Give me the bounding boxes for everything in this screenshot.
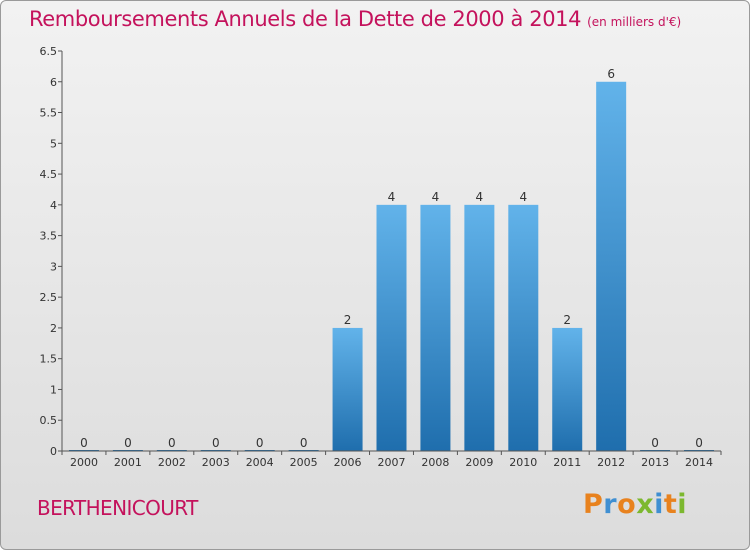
y-tick-label: 4 — [50, 199, 57, 212]
y-tick-label: 6.5 — [40, 45, 58, 58]
x-tick-label: 2014 — [685, 456, 713, 469]
y-tick-label: 6 — [50, 76, 57, 89]
y-tick-label: 1 — [50, 383, 57, 396]
chart-title-text: Remboursements Annuels de la Dette de 20… — [29, 7, 582, 31]
bar — [332, 327, 363, 451]
y-tick-label: 1.5 — [40, 353, 58, 366]
x-tick-label: 2001 — [114, 456, 142, 469]
x-tick-label: 2008 — [421, 456, 449, 469]
bar — [376, 204, 407, 451]
x-tick-label: 2004 — [246, 456, 274, 469]
y-tick-label: 5 — [50, 137, 57, 150]
y-tick-label: 5.5 — [40, 107, 58, 120]
logo-letter: i — [654, 489, 664, 520]
bar-value-label: 0 — [168, 436, 176, 450]
bar — [508, 204, 539, 451]
y-tick-label: 4.5 — [40, 168, 58, 181]
bar-value-label: 0 — [695, 436, 703, 450]
x-tick-label: 2003 — [202, 456, 230, 469]
logo-letter: r — [603, 489, 618, 520]
bar-value-label: 0 — [80, 436, 88, 450]
bar-value-label: 0 — [256, 436, 264, 450]
x-tick-label: 2009 — [465, 456, 493, 469]
bar — [464, 204, 495, 451]
y-axis: 0 0.5 1 1.5 2 2.5 3 3.5 4 4.5 5 5.5 6 6.5 — [40, 45, 63, 458]
x-tick-label: 2007 — [378, 456, 406, 469]
bar-value-label: 4 — [388, 190, 396, 204]
bar-value-label: 4 — [519, 190, 527, 204]
x-tick-label: 2010 — [509, 456, 537, 469]
logo-letter: P — [583, 489, 604, 520]
bar — [552, 327, 583, 451]
x-tick-label: 2002 — [158, 456, 186, 469]
bar-value-label: 0 — [651, 436, 659, 450]
y-tick-label: 2.5 — [40, 291, 58, 304]
y-tick-label: 3.5 — [40, 230, 58, 243]
x-tick-label: 2006 — [334, 456, 362, 469]
y-tick-label: 0 — [50, 445, 57, 458]
logo-letter: x — [636, 489, 655, 520]
x-tick-label: 2013 — [641, 456, 669, 469]
bar-value-label: 2 — [563, 313, 571, 327]
bars: 0 0 0 0 0 0 2 4 4 4 4 2 6 0 0 — [68, 67, 715, 452]
y-tick-label: 0.5 — [40, 414, 58, 427]
proxiti-logo[interactable]: Proxiti — [583, 489, 687, 520]
logo-letter: t — [663, 489, 678, 520]
bar — [420, 204, 451, 451]
logo-letter: i — [677, 489, 688, 520]
y-tick-label: 3 — [50, 260, 57, 273]
chart-title: Remboursements Annuels de la Dette de 20… — [29, 7, 681, 31]
x-tick-label: 2011 — [553, 456, 581, 469]
x-tick-label: 2005 — [290, 456, 318, 469]
logo-letter: o — [617, 489, 637, 520]
bar-value-label: 0 — [124, 436, 132, 450]
town-name: BERTHENICOURT — [37, 496, 198, 520]
bar-value-label: 6 — [607, 67, 615, 81]
bar-value-label: 0 — [300, 436, 308, 450]
bar-value-label: 2 — [344, 313, 352, 327]
chart-subtitle: (en milliers d'€) — [587, 15, 682, 29]
x-tick-label: 2000 — [70, 456, 98, 469]
bar — [596, 81, 627, 452]
x-tick-label: 2012 — [597, 456, 625, 469]
bar-value-label: 4 — [432, 190, 440, 204]
bar-value-label: 4 — [476, 190, 484, 204]
x-axis: 2000 2001 2002 2003 2004 2005 2006 2007 2008 2009… — [61, 450, 722, 469]
bar-value-label: 0 — [212, 436, 220, 450]
y-tick-label: 2 — [50, 322, 57, 335]
